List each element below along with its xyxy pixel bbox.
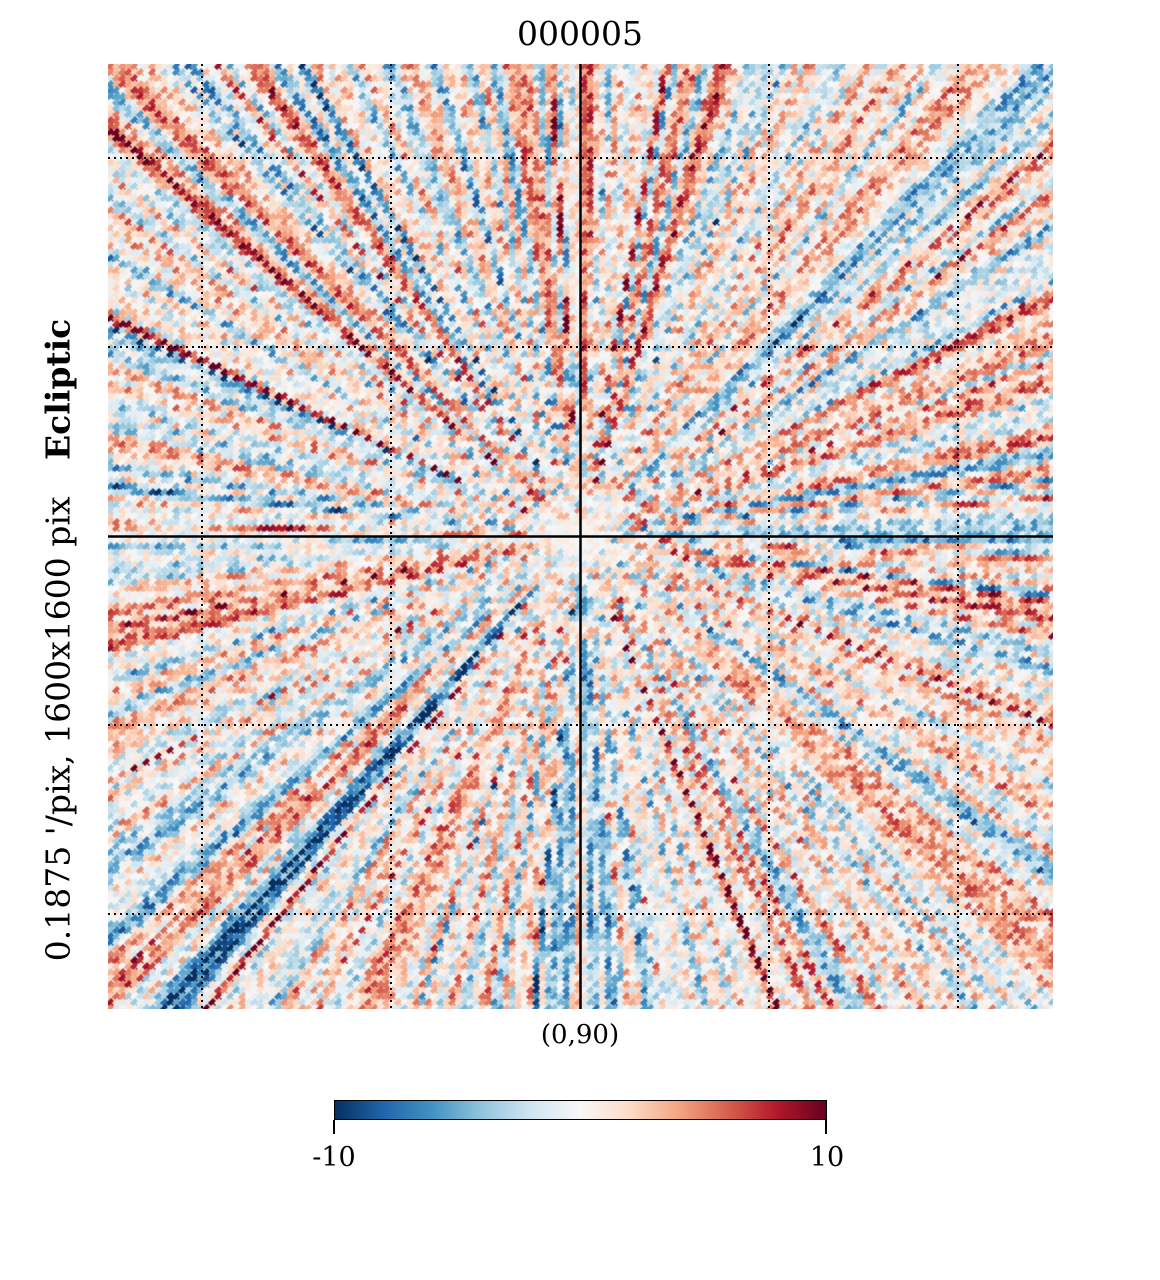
colorbar-max-label: 10 bbox=[809, 1142, 845, 1173]
center-coordinate-label: (0,90) bbox=[540, 1020, 620, 1050]
graticule-overlay bbox=[108, 64, 1053, 1009]
chart-title: 000005 bbox=[517, 14, 643, 53]
coord-system-label: Ecliptic bbox=[38, 318, 78, 460]
colorbar-min-label: -10 bbox=[312, 1142, 356, 1173]
resolution-label: 0.1875 '/pix, bbox=[38, 754, 78, 962]
colorbar-min-tick bbox=[333, 1120, 335, 1134]
projection-info-label: 0.1875 '/pix, 1600x1600 pix Ecliptic bbox=[39, 319, 78, 962]
size-label: 1600x1600 pix bbox=[38, 496, 78, 744]
colorbar-max-tick bbox=[825, 1120, 827, 1134]
sky-map bbox=[108, 64, 1053, 1009]
colorbar bbox=[334, 1100, 827, 1120]
